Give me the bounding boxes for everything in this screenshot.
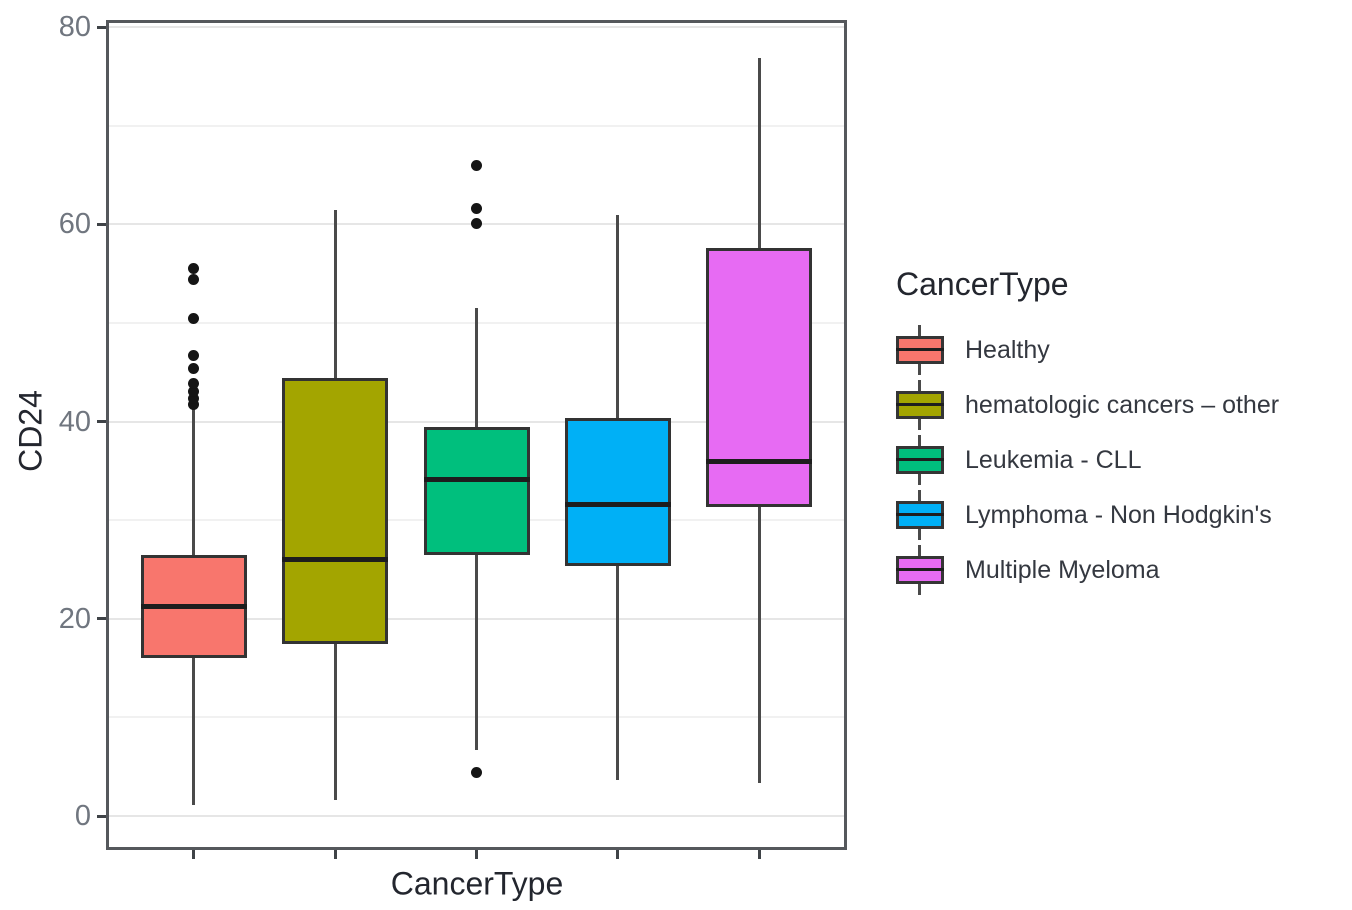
legend-key-boxplot-icon	[896, 435, 944, 485]
legend-items: Healthy hematologic cancers – other Leukem…	[896, 325, 1279, 600]
y-tick-mark	[97, 222, 106, 226]
outlier-point	[188, 393, 200, 405]
legend-item: hematologic cancers – other	[896, 380, 1279, 430]
y-tick-mark	[97, 420, 106, 423]
x-tick-mark	[757, 850, 761, 859]
legend-item: Multiple Myeloma	[896, 545, 1279, 595]
outlier-point	[188, 349, 200, 361]
legend-key-median	[896, 348, 944, 351]
x-tick-mark	[333, 850, 337, 859]
outlier-point	[188, 362, 200, 374]
outlier-point	[188, 263, 200, 275]
legend-item: Leukemia - CLL	[896, 435, 1279, 485]
y-tick-label: 60	[58, 208, 91, 241]
box-2	[282, 378, 389, 645]
box-5	[706, 247, 813, 508]
x-tick-mark	[475, 850, 478, 859]
x-tick-mark	[192, 850, 196, 859]
box-4	[564, 417, 671, 567]
median-line	[564, 501, 671, 507]
y-tick-label: 80	[58, 11, 91, 43]
median-line	[423, 477, 530, 483]
legend-key-boxplot-icon	[896, 545, 944, 595]
gridline-major	[109, 26, 844, 28]
outlier-point	[188, 399, 200, 411]
outlier-point	[188, 377, 200, 389]
outlier-point	[188, 313, 200, 325]
y-tick-mark	[97, 617, 106, 621]
outlier-point	[471, 767, 482, 779]
legend-label: Lymphoma - Non Hodgkin's	[965, 500, 1272, 529]
gridline-major	[109, 815, 844, 817]
outlier-point	[471, 202, 482, 214]
legend-key-median	[896, 513, 944, 516]
legend-label: Healthy	[965, 335, 1050, 364]
legend-label: hematologic cancers – other	[965, 390, 1280, 419]
plot-panel: 0 20 40 60 80	[59, 11, 847, 859]
y-tick-label: 0	[74, 800, 91, 832]
y-tick-mark	[97, 25, 106, 29]
y-axis-title: CD24	[12, 390, 49, 472]
x-tick-mark	[616, 850, 620, 859]
median-line	[282, 557, 389, 563]
legend-key-boxplot-icon	[896, 380, 944, 430]
legend-key-boxplot-icon	[896, 490, 944, 540]
legend: CancerType Healthy hematologic cancers – …	[896, 266, 1279, 595]
gridline-minor	[109, 124, 844, 127]
legend-key-median	[896, 458, 944, 461]
legend-key-median	[896, 568, 944, 571]
legend-title: CancerType	[896, 266, 1069, 302]
median-line	[706, 459, 813, 465]
outlier-point	[188, 273, 200, 285]
legend-key-boxplot-icon	[896, 325, 944, 375]
outlier-point	[471, 159, 482, 171]
y-tick-mark	[97, 814, 106, 818]
box-3	[423, 427, 530, 555]
median-line	[140, 604, 247, 610]
y-tick-label: 40	[58, 405, 91, 438]
legend-item: Lymphoma - Non Hodgkin's	[896, 490, 1279, 540]
x-axis-title: CancerType	[390, 865, 564, 902]
outlier-point	[471, 217, 482, 229]
legend-item: Healthy	[896, 325, 1279, 375]
y-tick-label: 20	[58, 602, 91, 635]
legend-label: Leukemia - CLL	[965, 445, 1142, 474]
outlier-point	[188, 386, 200, 398]
legend-key-median	[896, 403, 944, 406]
legend-label: Multiple Myeloma	[965, 555, 1160, 584]
